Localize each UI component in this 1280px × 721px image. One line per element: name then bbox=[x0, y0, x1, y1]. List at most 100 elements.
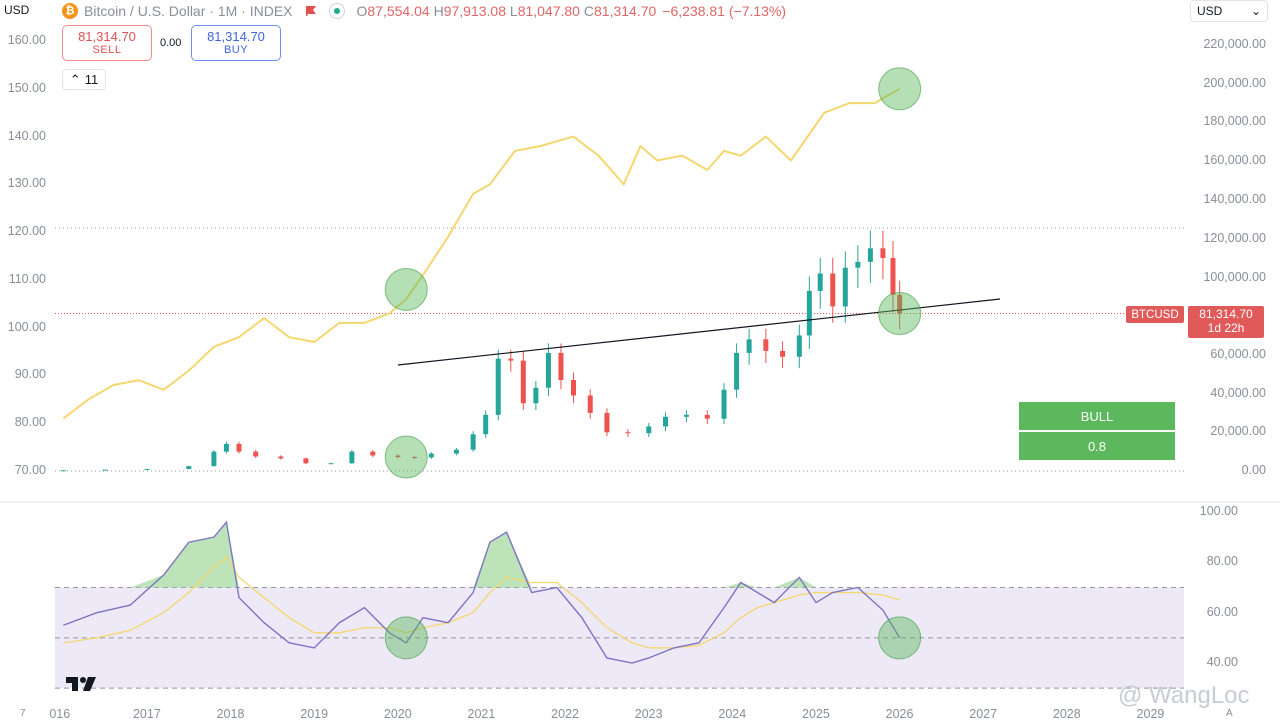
candle-body bbox=[796, 335, 802, 357]
candle-body bbox=[780, 350, 786, 357]
tradingview-logo[interactable] bbox=[66, 675, 100, 696]
left-axis-tick: 160.00 bbox=[7, 33, 46, 47]
candle-body bbox=[328, 463, 334, 465]
candle-body bbox=[303, 458, 309, 464]
last-price-tag: 81,314.70 1d 22h bbox=[1188, 306, 1264, 338]
ohlc-value: 87,554.04 bbox=[367, 3, 430, 19]
right-axis-tick: 60,000.00 bbox=[1210, 347, 1266, 361]
candle-body bbox=[144, 469, 150, 471]
candle-body bbox=[533, 387, 539, 404]
timezone-toggle[interactable]: 7 bbox=[20, 708, 26, 719]
right-axis-tick: 200,000.00 bbox=[1203, 75, 1266, 90]
ohlc-readout: O87,554.04 H97,913.08 L81,047.80 C81,314… bbox=[357, 3, 657, 19]
currency-select[interactable]: USD ⌄ bbox=[1190, 0, 1268, 22]
candle-body bbox=[370, 451, 376, 456]
time-axis-tick: 2017 bbox=[132, 707, 161, 721]
candle-body bbox=[662, 416, 668, 427]
rsi-band bbox=[55, 587, 1184, 689]
rsi-low-highlight bbox=[384, 616, 428, 660]
candle-body bbox=[60, 470, 66, 472]
time-axis-tick: 2023 bbox=[634, 707, 663, 721]
right-axis-tick: 0.00 bbox=[1241, 463, 1266, 477]
left-axis-unit: USD bbox=[4, 3, 30, 17]
ohlc-key: O bbox=[356, 3, 368, 19]
market-status-icon[interactable] bbox=[328, 3, 345, 19]
candle-body bbox=[349, 451, 355, 464]
candle-body bbox=[817, 273, 823, 291]
candle-body bbox=[223, 443, 229, 452]
change-readout: −6,238.81 (−7.13%) bbox=[662, 3, 787, 19]
left-axis-tick: 120.00 bbox=[7, 224, 46, 239]
candle-body bbox=[483, 414, 489, 435]
symbol-header[interactable]: ₿ Bitcoin / U.S. Dollar · 1M · INDEX O87… bbox=[62, 2, 786, 20]
right-axis-tick: 160,000.00 bbox=[1203, 153, 1266, 168]
candle-body bbox=[721, 389, 727, 419]
time-axis-tick: 2018 bbox=[216, 707, 245, 721]
rsi-axis-tick: 100.00 bbox=[1199, 504, 1238, 518]
ohlc-value: 97,913.08 bbox=[443, 3, 506, 19]
candle-body bbox=[683, 414, 689, 417]
candle-body bbox=[587, 395, 593, 413]
left-axis-tick: 150.00 bbox=[7, 80, 46, 95]
candle-body bbox=[763, 339, 769, 351]
indicator-count: 11 bbox=[84, 72, 99, 87]
buy-button[interactable]: 81,314.70 BUY bbox=[191, 25, 281, 61]
candle-body bbox=[867, 248, 873, 262]
spread-value: 0.00 bbox=[160, 37, 182, 49]
candle-body bbox=[558, 352, 564, 380]
price-retest-highlight bbox=[878, 292, 922, 336]
trend-line bbox=[397, 298, 1001, 366]
signal-value: 0.8 bbox=[1019, 432, 1175, 460]
time-axis-tick: 2021 bbox=[467, 707, 496, 721]
rsi-axis-tick: 80.00 bbox=[1206, 554, 1238, 569]
time-axis-tick: 2026 bbox=[885, 707, 914, 721]
currency-value: USD bbox=[1197, 4, 1223, 18]
candle-body bbox=[395, 455, 401, 458]
candle-body bbox=[508, 358, 514, 361]
last-price: 81,314.70 bbox=[1199, 307, 1253, 321]
chevron-down-icon: ⌄ bbox=[1250, 4, 1261, 18]
time-axis-tick: 2020 bbox=[383, 707, 412, 721]
candle-body bbox=[453, 449, 459, 454]
ohlc-key: L bbox=[509, 3, 518, 19]
candle-body bbox=[571, 379, 577, 396]
candle-body bbox=[806, 290, 812, 336]
candle-body bbox=[734, 352, 740, 390]
candle-body bbox=[646, 426, 652, 434]
sell-button[interactable]: 81,314.70 SELL bbox=[62, 25, 152, 61]
flag-icon[interactable] bbox=[305, 5, 317, 17]
symbol-price-tag: BTCUSD bbox=[1126, 306, 1184, 323]
rsi-overbought-fill bbox=[473, 532, 532, 588]
ratio-breakout-highlight bbox=[384, 267, 428, 311]
right-axis-tick: 40,000.00 bbox=[1210, 385, 1266, 400]
candle-body bbox=[746, 339, 752, 353]
candle-body bbox=[102, 469, 108, 471]
buy-label: BUY bbox=[223, 44, 249, 56]
candle-body bbox=[625, 432, 631, 434]
candle-body bbox=[236, 443, 242, 452]
right-axis-tick: 20,000.00 bbox=[1210, 424, 1266, 439]
time-axis-tick: 2019 bbox=[300, 707, 329, 721]
candle-body bbox=[186, 466, 192, 470]
time-axis-tick: 2022 bbox=[551, 707, 579, 721]
left-axis-tick: 130.00 bbox=[7, 176, 46, 191]
candle-body bbox=[890, 258, 896, 295]
auto-scale-toggle[interactable]: A bbox=[1226, 708, 1233, 719]
candle-body bbox=[278, 456, 284, 459]
ohlc-key: C bbox=[583, 3, 594, 19]
left-axis-tick: 70.00 bbox=[14, 463, 46, 477]
candle-body bbox=[470, 434, 476, 450]
ratio-top-highlight bbox=[878, 67, 922, 111]
ohlc-key: H bbox=[433, 3, 444, 19]
rsi-overbought-fill bbox=[130, 522, 239, 588]
candle-body bbox=[545, 352, 551, 388]
candle-body bbox=[253, 451, 259, 457]
indicators-toggle[interactable]: ⌃ 11 bbox=[62, 69, 106, 90]
candle-body bbox=[495, 358, 501, 415]
chevron-up-icon: ⌃ bbox=[69, 71, 81, 87]
candle-body bbox=[520, 360, 526, 404]
symbol-title[interactable]: Bitcoin / U.S. Dollar · 1M · INDEX bbox=[84, 3, 293, 19]
candle-body bbox=[880, 248, 886, 258]
candle-body bbox=[428, 453, 434, 458]
